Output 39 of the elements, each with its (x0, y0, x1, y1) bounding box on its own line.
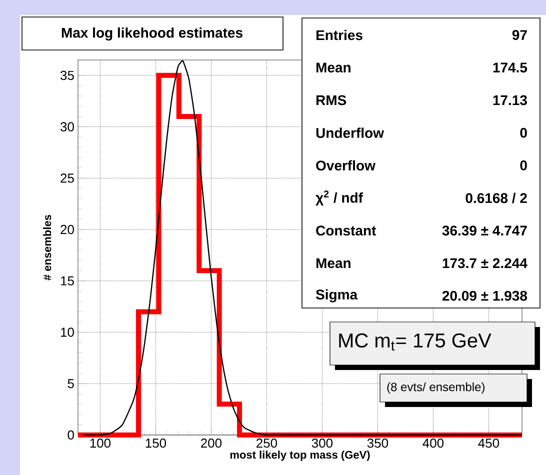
chart-title: Max log likehood estimates (62, 27, 242, 41)
annotation: RMS (316, 95, 346, 106)
annotation: Constant (316, 226, 376, 236)
y-tick-label: 30 (60, 122, 74, 132)
annotation: 173.7 ± 2.244 (442, 258, 528, 268)
annotation: 0 (520, 160, 527, 170)
y-tick-label: 10 (60, 328, 74, 337)
annotation: (8 evts/ ensemble) (387, 382, 484, 394)
y-tick-label: 0 (68, 430, 74, 440)
y-tick-label: 15 (60, 276, 74, 286)
y-tick-label: 5 (68, 379, 74, 388)
x-tick-label: 350 (367, 438, 388, 448)
annotation: Overflow (316, 160, 376, 171)
x-tick-label: 250 (256, 438, 278, 448)
x-tick-label: 200 (201, 438, 222, 448)
annotation: 174.5 (493, 62, 528, 72)
text: Entries (316, 30, 362, 40)
x-tick-label: 100 (90, 438, 111, 448)
annotation: 36.39 ± 4.747 (442, 226, 527, 236)
x-tick-label: 400 (422, 438, 444, 448)
annotation: 20.09 ± 1.938 (442, 290, 528, 301)
annotation: Underflow (316, 128, 384, 138)
annotation: Sigma (316, 289, 358, 302)
x-axis-title: most likely top mass (GeV) (230, 450, 370, 461)
y-tick-label: 20 (60, 224, 74, 234)
annotation: MC m$_{t}$= 175 GeV (339, 333, 492, 351)
annotation: Mean (316, 62, 350, 72)
x-tick-label: 450 (478, 438, 500, 448)
annotation: 17.13 (493, 95, 527, 106)
x-tick-label: 300 (312, 438, 333, 448)
y-tick-label: 35 (60, 70, 74, 80)
text: 97 (512, 30, 527, 40)
annotation: Mean (316, 258, 350, 268)
annotation: 0.6168 / 2 (466, 192, 527, 204)
x-tick-label: 150 (146, 438, 166, 448)
annotation: χ$^{2}$ / ndf (316, 190, 364, 206)
annotation: 0 (520, 128, 527, 138)
y-tick-label: 25 (60, 174, 74, 183)
y-axis-title: # ensembles (43, 214, 52, 280)
